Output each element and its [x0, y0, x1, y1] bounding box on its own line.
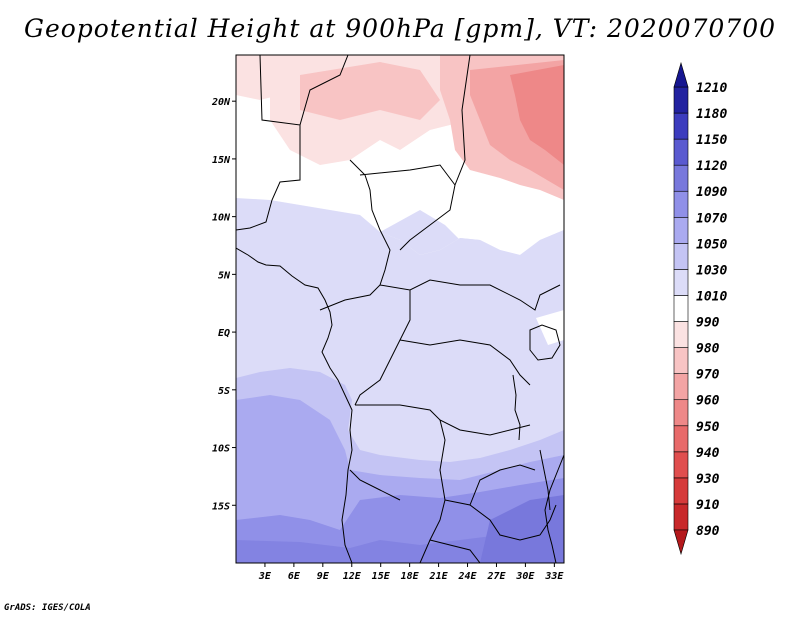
lat-tick-label: 10S — [212, 444, 230, 455]
colorbar-label: 970 — [696, 368, 720, 383]
colorbar-label: 940 — [696, 446, 720, 461]
lat-tick-label: 15S — [212, 501, 230, 512]
colorbar-box — [673, 216, 689, 244]
colorbar-label: 930 — [696, 472, 720, 487]
colorbar-label: 980 — [696, 342, 720, 357]
colorbar-label: 1010 — [696, 289, 727, 304]
colorbar-box — [673, 425, 689, 453]
colorbar-label: 1210 — [696, 81, 727, 96]
colorbar-label: 1070 — [696, 211, 727, 226]
colorbar-box — [673, 190, 689, 218]
colorbar-box — [673, 347, 689, 374]
colorbar-box — [673, 164, 689, 192]
lon-tick-label: 3E — [258, 571, 272, 582]
lon-tick-label: 30E — [515, 571, 535, 582]
lon-tick-label: 6E — [288, 571, 301, 582]
colorbar-label: 950 — [696, 420, 720, 435]
lat-tick-label: EQ — [218, 328, 230, 339]
colorbar-label: 1120 — [696, 159, 727, 174]
colorbar-box — [673, 138, 689, 166]
chart-title: Geopotential Height at 900hPa [gpm], VT:… — [23, 14, 777, 43]
lon-tick-label: 27E — [486, 571, 506, 582]
lon-tick-label: 33E — [544, 571, 564, 582]
colorbar-box — [673, 295, 689, 322]
colorbar-label: 1030 — [696, 263, 727, 278]
east-africa-coastline — [544, 454, 564, 563]
lat-tick-label: 10N — [212, 213, 231, 224]
colorbar-box — [673, 321, 689, 348]
colorbar-box — [673, 503, 689, 531]
colorbar-box — [673, 373, 689, 401]
lon-tick-label: 24E — [457, 571, 477, 582]
colorbar: 890 910 930 940 950 960 970 980 990 1010 1030 1050 1… — [673, 61, 727, 556]
country-borders — [236, 55, 561, 563]
colorbar-box — [673, 269, 689, 296]
colorbar-label: 1090 — [696, 185, 727, 200]
colorbar-upper-triangle — [673, 61, 689, 88]
colorbar-label: 890 — [696, 524, 720, 539]
lon-tick-label: 21E — [429, 571, 449, 582]
grads-credit: GrADS: IGES/COLA — [4, 603, 91, 613]
lat-tick-label: 5N — [218, 270, 231, 281]
lake-victoria — [529, 324, 561, 361]
lat-axis: 20N 15N 10N 5N EQ 5S 10S 15S — [211, 97, 236, 512]
lat-tick-label: 20N — [211, 97, 231, 108]
lake-malawi — [539, 449, 551, 511]
lat-tick-label: 5S — [218, 386, 230, 397]
map-outlines — [236, 55, 564, 563]
field-shading — [236, 55, 564, 563]
colorbar-label: 1150 — [696, 133, 727, 148]
colorbar-box — [673, 477, 689, 505]
west-africa-coastline — [236, 247, 353, 563]
colorbar-label: 990 — [696, 316, 720, 331]
colorbar-box — [673, 399, 689, 427]
colorbar-label: 910 — [696, 498, 720, 513]
colorbar-label: 960 — [696, 394, 720, 409]
colorbar-box — [673, 451, 689, 479]
colorbar-box — [673, 86, 689, 114]
plot-frame — [235, 54, 565, 564]
lat-tick-label: 15N — [212, 155, 231, 166]
colorbar-label: 1180 — [696, 107, 727, 122]
lon-axis: 3E 6E 9E 12E 15E 18E 21E 24E 27E 30E 33E — [258, 563, 564, 582]
lon-tick-label: 12E — [343, 571, 362, 582]
lon-tick-label: 15E — [372, 571, 391, 582]
colorbar-lower-triangle — [673, 529, 689, 556]
lake-tanganyika — [512, 374, 521, 441]
lon-tick-label: 9E — [317, 571, 330, 582]
colorbar-label: 1050 — [696, 237, 727, 252]
colorbar-box — [673, 243, 689, 270]
colorbar-box — [673, 112, 689, 140]
lon-tick-label: 18E — [401, 571, 420, 582]
